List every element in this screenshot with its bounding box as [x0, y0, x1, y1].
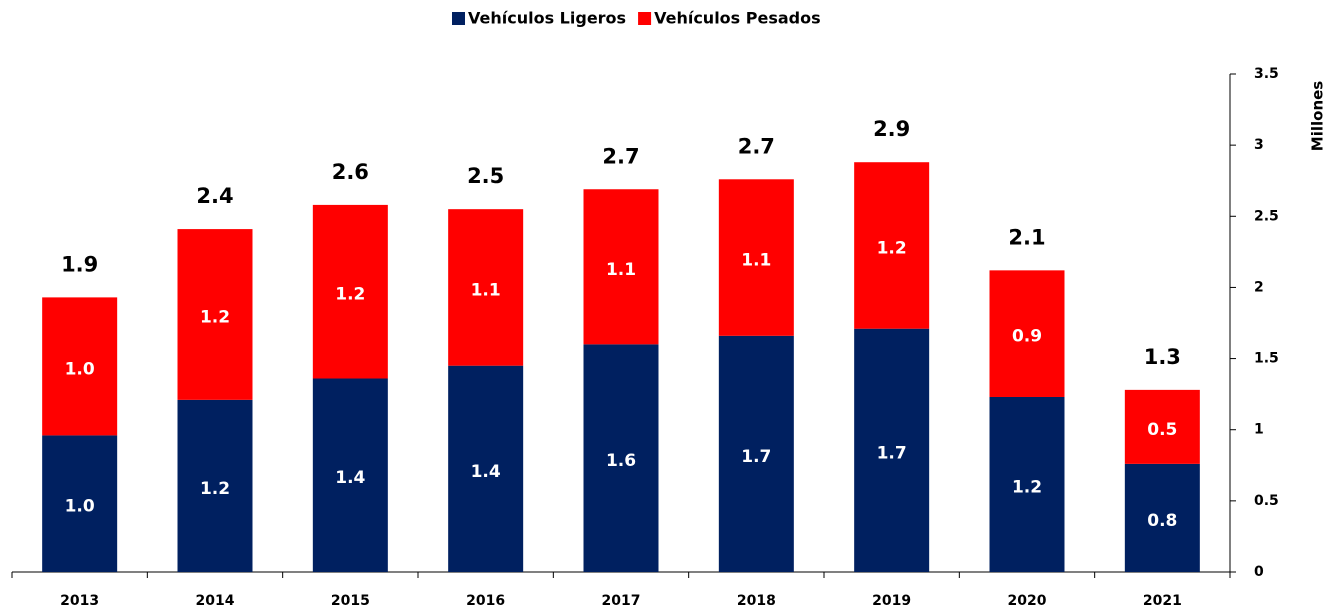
- bar-segment: [177, 399, 253, 572]
- data-label: 0.9: [1012, 327, 1042, 347]
- data-label: 1.4: [471, 462, 501, 482]
- bar-segment: [448, 209, 524, 366]
- legend-swatch: [638, 12, 652, 25]
- bar-segment: [42, 435, 118, 572]
- x-tick-label: 2020: [1008, 593, 1047, 609]
- x-tick-label: 2015: [331, 593, 370, 609]
- y-tick-label: 2: [1254, 279, 1264, 295]
- y-tick-label: 3.5: [1254, 66, 1279, 82]
- data-label: 1.1: [606, 260, 636, 280]
- x-tick-label: 2017: [602, 593, 641, 609]
- y-tick-label: 1: [1254, 422, 1264, 438]
- y-tick-label: 0.5: [1254, 493, 1279, 509]
- data-label: 1.1: [471, 280, 501, 300]
- y-tick-label: 1.5: [1254, 351, 1279, 367]
- total-label: 1.9: [61, 252, 98, 276]
- total-label: 1.3: [1144, 345, 1181, 369]
- y-axis-label: Millones: [1309, 81, 1327, 152]
- legend-swatch: [452, 12, 465, 25]
- data-label: 1.2: [200, 307, 230, 327]
- total-label: 2.9: [873, 117, 910, 141]
- data-label: 1.7: [741, 447, 771, 467]
- data-label: 1.2: [200, 479, 230, 499]
- bar-segment: [1124, 389, 1200, 464]
- data-label: 1.7: [877, 443, 907, 463]
- bar-segment: [583, 189, 659, 345]
- x-tick-label: 2013: [60, 593, 99, 609]
- data-label: 1.2: [1012, 477, 1042, 497]
- x-tick-label: 2019: [872, 593, 911, 609]
- bar-segment: [448, 365, 524, 572]
- data-label: 1.1: [741, 251, 771, 271]
- bar-segment: [583, 344, 659, 572]
- total-label: 2.4: [196, 184, 233, 208]
- bar-segment: [718, 179, 794, 336]
- total-label: 2.7: [738, 134, 775, 158]
- data-label: 1.2: [335, 285, 365, 305]
- x-tick-label: 2016: [466, 593, 505, 609]
- y-tick-label: 0: [1254, 564, 1264, 580]
- bar-segment: [854, 328, 930, 572]
- data-label: 1.6: [606, 451, 636, 471]
- x-tick-label: 2021: [1143, 593, 1182, 609]
- total-label: 2.5: [467, 164, 504, 188]
- bar-segment: [1124, 463, 1200, 572]
- bar-segment: [42, 297, 118, 436]
- bar-segment: [718, 335, 794, 572]
- data-label: 1.2: [877, 238, 907, 258]
- y-tick-label: 2.5: [1254, 208, 1279, 224]
- bar-segment: [177, 229, 253, 400]
- bar-segment: [312, 204, 388, 379]
- bar-segment: [854, 162, 930, 329]
- bar-segment: [989, 396, 1065, 572]
- data-label: 0.5: [1147, 420, 1177, 440]
- total-label: 2.1: [1008, 225, 1045, 249]
- x-tick-label: 2014: [196, 593, 235, 609]
- bar-segment: [989, 270, 1065, 397]
- total-label: 2.6: [332, 160, 369, 184]
- y-tick-label: 3: [1254, 137, 1264, 153]
- total-label: 2.7: [602, 144, 639, 168]
- x-tick-label: 2018: [737, 593, 776, 609]
- legend-label: Vehículos Pesados: [654, 9, 821, 28]
- data-label: 1.0: [65, 359, 95, 379]
- legend-label: Vehículos Ligeros: [468, 9, 626, 28]
- data-label: 1.4: [335, 468, 365, 488]
- bar-segment: [312, 378, 388, 572]
- data-label: 0.8: [1147, 511, 1177, 531]
- data-label: 1.0: [65, 497, 95, 517]
